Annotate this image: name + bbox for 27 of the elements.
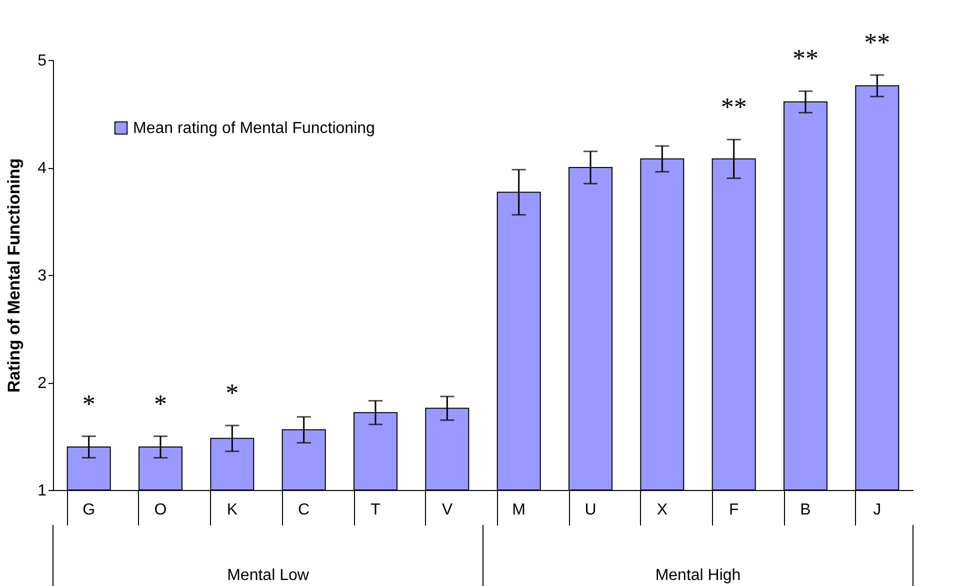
x-tick-label: B — [800, 502, 811, 518]
x-tick-label: X — [656, 502, 668, 518]
y-tick-label: 1 — [38, 482, 47, 500]
text: Mental High — [655, 567, 741, 584]
x-tick-label: K — [226, 502, 238, 518]
text: ** — [864, 28, 890, 58]
x-tick-label: U — [584, 502, 596, 518]
y-tick-label: 4 — [38, 160, 47, 177]
annotation: * — [154, 389, 167, 418]
x-tick-label: G — [82, 502, 96, 518]
x-tick-label: M — [512, 502, 526, 518]
x-tick-label: O — [154, 502, 167, 518]
annotation: * — [226, 378, 239, 408]
x-tick-label: J — [873, 502, 882, 518]
x-tick-label: V — [442, 502, 453, 518]
annotation: * — [82, 389, 96, 418]
y-tick-label: 2 — [38, 375, 47, 392]
x-tick-label: C — [298, 502, 310, 518]
x-tick-label: T — [370, 502, 381, 518]
text: Mental Low — [227, 567, 310, 584]
x-tick-label: F — [728, 502, 739, 518]
annotation: ** — [792, 44, 818, 74]
y-axis-title: Rating of Mental Functioning — [4, 158, 24, 393]
y-tick-label: 3 — [38, 268, 47, 284]
y-tick-label: 5 — [38, 52, 47, 70]
legend-label: Mean rating of Mental Functioning — [133, 120, 375, 137]
annotation: ** — [720, 92, 747, 122]
